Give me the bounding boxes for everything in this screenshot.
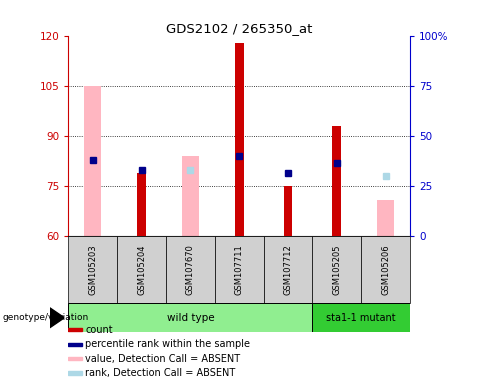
Bar [166, 236, 215, 303]
Polygon shape [50, 308, 64, 328]
Text: sta1-1 mutant: sta1-1 mutant [326, 313, 396, 323]
Bar [332, 126, 341, 236]
Bar [68, 357, 82, 360]
Text: wild type: wild type [166, 313, 214, 323]
Bar [264, 236, 312, 303]
Text: genotype/variation: genotype/variation [2, 313, 89, 322]
Text: value, Detection Call = ABSENT: value, Detection Call = ABSENT [85, 354, 241, 364]
Bar [182, 156, 199, 236]
Bar [84, 86, 102, 236]
Title: GDS2102 / 265350_at: GDS2102 / 265350_at [166, 22, 312, 35]
Text: rank, Detection Call = ABSENT: rank, Detection Call = ABSENT [85, 368, 236, 378]
Text: GSM105204: GSM105204 [137, 245, 146, 295]
Bar [68, 303, 312, 332]
Text: GSM105205: GSM105205 [332, 245, 341, 295]
Text: GSM107712: GSM107712 [284, 244, 292, 295]
Bar [68, 343, 82, 346]
Bar [215, 236, 264, 303]
Bar [312, 236, 361, 303]
Text: percentile rank within the sample: percentile rank within the sample [85, 339, 250, 349]
Bar [377, 200, 394, 236]
Text: GSM107670: GSM107670 [186, 244, 195, 295]
Bar [68, 371, 82, 374]
Bar [137, 173, 146, 236]
Bar [312, 303, 410, 332]
Text: GSM105203: GSM105203 [88, 245, 97, 295]
Bar [117, 236, 166, 303]
Bar [68, 328, 82, 331]
Text: count: count [85, 325, 113, 335]
Bar [361, 236, 410, 303]
Bar [284, 186, 292, 236]
Bar [68, 236, 117, 303]
Text: GSM105206: GSM105206 [381, 245, 390, 295]
Bar [235, 43, 244, 236]
Text: GSM107711: GSM107711 [235, 244, 244, 295]
